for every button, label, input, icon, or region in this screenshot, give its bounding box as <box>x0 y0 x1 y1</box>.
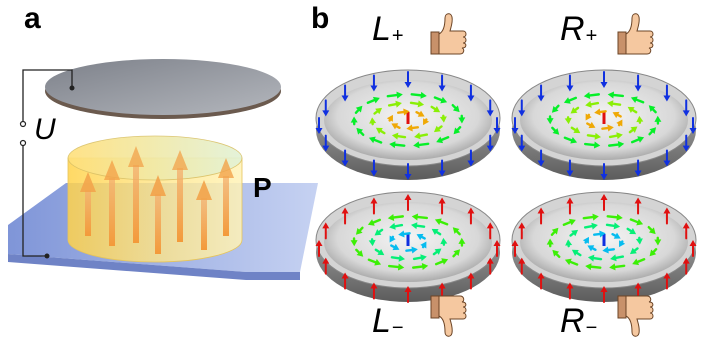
thumbs-up-icon <box>430 13 467 55</box>
state-label-r-plus: R+ <box>560 10 598 48</box>
bottom-electrode-face <box>8 254 300 280</box>
polarization-arrow <box>128 146 144 243</box>
polarization-arrow <box>172 150 188 242</box>
terminal <box>19 120 27 128</box>
dish-l-plus <box>315 69 501 180</box>
panel-b-textures <box>315 69 697 303</box>
dish-r-plus <box>511 69 697 180</box>
thumbs-down-icon <box>430 295 467 337</box>
top-electrode <box>45 59 281 119</box>
polarization-arrow <box>104 160 120 246</box>
thumbs-up-icon <box>617 13 654 55</box>
bottom-contact <box>44 253 50 259</box>
state-label-l-minus: L− <box>372 302 404 340</box>
panel-a <box>8 59 318 280</box>
polarization-arrow <box>218 158 234 236</box>
polarization-arrows <box>80 146 234 254</box>
polarization-arrow <box>196 180 212 250</box>
circuit-wires <box>22 69 73 257</box>
top-contact <box>69 85 75 91</box>
polarization-arrow <box>80 172 96 236</box>
state-label-l-plus: L+ <box>372 10 404 48</box>
panel-b-letter: b <box>311 2 330 35</box>
panel-a-letter: a <box>24 2 41 35</box>
thumbs-down-icon <box>617 295 654 337</box>
state-label-r-minus: R− <box>560 302 598 340</box>
polarization-label: P <box>253 172 272 203</box>
polarization-arrow <box>150 175 166 254</box>
dish-r-minus <box>511 191 697 303</box>
voltage-label: U <box>34 113 56 146</box>
dish-l-minus <box>315 191 501 303</box>
terminal <box>19 139 27 147</box>
